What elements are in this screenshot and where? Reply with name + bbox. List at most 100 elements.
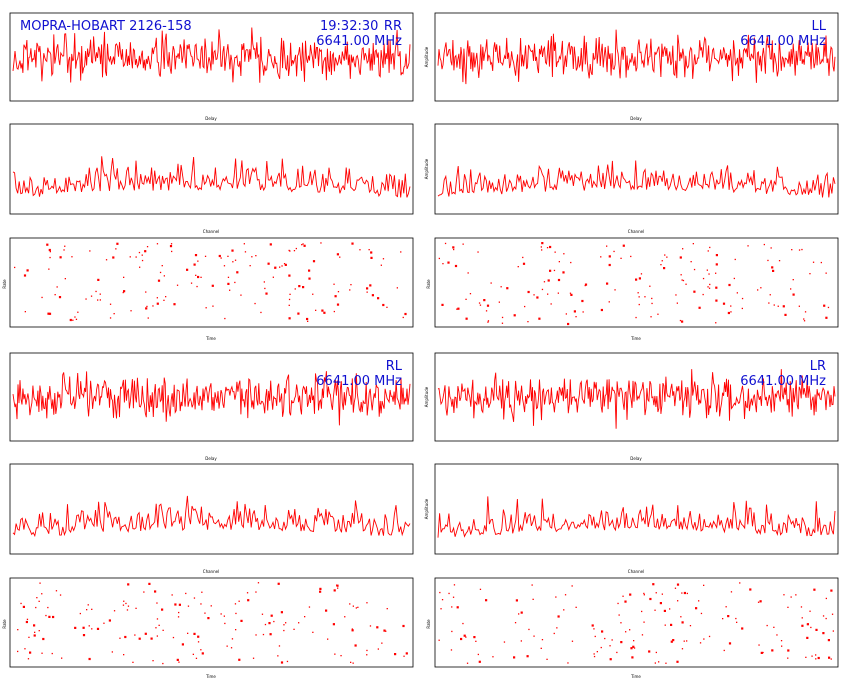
data-point	[663, 609, 666, 612]
x-axis-label: Channel	[628, 229, 644, 234]
data-point	[307, 320, 309, 322]
data-point	[466, 662, 469, 664]
data-point	[456, 606, 459, 609]
data-point	[790, 596, 792, 598]
data-point	[727, 311, 730, 315]
data-point	[25, 620, 28, 624]
data-point	[594, 635, 596, 638]
data-point	[776, 634, 778, 636]
data-point	[270, 614, 273, 617]
data-point	[715, 272, 717, 274]
data-point	[631, 656, 634, 659]
data-point	[257, 582, 260, 584]
data-point	[204, 255, 207, 257]
data-point	[635, 278, 638, 281]
data-point	[501, 316, 504, 319]
data-point	[806, 636, 809, 639]
data-point	[24, 311, 26, 313]
data-point	[49, 251, 51, 253]
data-point	[138, 637, 141, 640]
data-point	[48, 312, 52, 315]
data-point	[260, 311, 262, 314]
data-point	[156, 297, 158, 299]
data-point	[629, 629, 631, 631]
data-point	[280, 661, 284, 664]
data-point	[680, 616, 682, 618]
data-point	[176, 284, 179, 286]
data-point	[334, 653, 336, 655]
data-point	[513, 314, 516, 317]
data-point	[312, 293, 314, 295]
data-point	[187, 605, 190, 607]
data-point	[279, 266, 281, 268]
panel-ll-rate: Rate Time	[426, 237, 839, 341]
x-axis-label: Delay	[630, 456, 642, 461]
data-point	[333, 283, 335, 285]
data-point	[377, 297, 380, 300]
data-point	[33, 624, 36, 627]
data-point	[703, 638, 705, 640]
data-point	[289, 293, 291, 295]
panel-rl-rate: Rate Time	[2, 577, 414, 679]
data-point	[336, 584, 338, 586]
data-point	[283, 629, 285, 632]
data-point	[604, 637, 606, 640]
data-point	[231, 638, 234, 640]
data-point	[520, 640, 522, 642]
data-point	[336, 253, 339, 256]
data-point	[144, 250, 147, 253]
data-point	[193, 597, 196, 599]
data-point	[781, 645, 783, 647]
data-point	[186, 268, 189, 271]
data-point	[156, 635, 158, 637]
data-point	[638, 277, 641, 280]
time-stamp: 19:32:30	[320, 19, 378, 34]
data-point	[730, 591, 733, 593]
data-point	[229, 289, 231, 291]
data-point	[640, 273, 643, 275]
data-point	[113, 313, 115, 315]
data-point	[337, 587, 339, 589]
data-point	[351, 628, 353, 630]
y-axis-label: Amplitude	[424, 46, 429, 67]
data-point	[600, 646, 602, 649]
data-point	[773, 626, 775, 628]
data-point	[787, 657, 789, 659]
data-point	[272, 276, 274, 278]
data-point	[255, 634, 257, 636]
data-point	[95, 290, 97, 293]
data-point	[557, 292, 559, 294]
data-point	[302, 243, 304, 245]
data-point	[736, 292, 738, 294]
data-point	[632, 645, 635, 648]
plot-frame	[434, 577, 839, 668]
data-point	[661, 260, 663, 262]
data-point	[792, 279, 794, 281]
data-point	[778, 260, 781, 262]
data-point	[454, 264, 458, 268]
data-point	[227, 282, 230, 285]
data-point	[126, 609, 129, 611]
data-point	[109, 317, 112, 319]
data-point	[293, 628, 295, 630]
data-point	[265, 292, 268, 295]
frequency-label: 6641.00 MHz	[316, 34, 402, 49]
data-point	[570, 261, 572, 264]
data-point	[274, 267, 276, 269]
data-point	[366, 602, 368, 604]
data-point	[473, 636, 476, 639]
data-point	[404, 312, 407, 316]
data-point	[155, 627, 157, 629]
data-point	[771, 266, 774, 269]
data-point	[315, 309, 317, 311]
data-point	[533, 635, 535, 637]
data-point	[620, 641, 623, 644]
data-point	[211, 284, 214, 287]
data-point	[288, 317, 291, 320]
data-point	[319, 587, 322, 590]
data-point	[702, 277, 705, 280]
data-point	[450, 649, 453, 651]
data-point	[581, 299, 584, 303]
data-point	[453, 584, 456, 586]
data-point	[772, 269, 775, 272]
